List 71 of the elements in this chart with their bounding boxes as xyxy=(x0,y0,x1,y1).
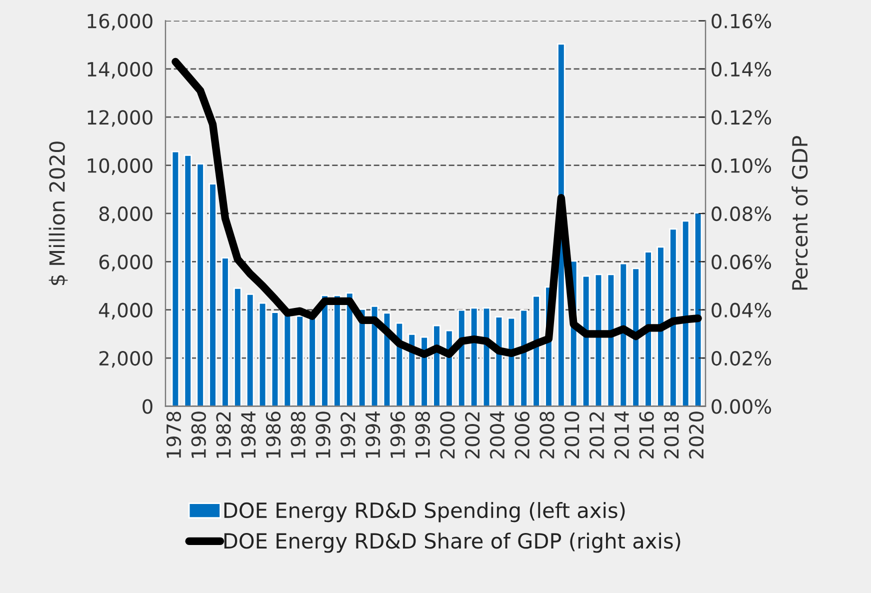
x-tick-label: 2002 xyxy=(465,412,480,458)
y2-tick-label: 0.02% xyxy=(712,350,772,366)
bar xyxy=(320,294,329,406)
bar xyxy=(208,183,217,406)
y2-tick-label: 0.16% xyxy=(712,14,772,28)
bar xyxy=(582,275,590,406)
bar xyxy=(606,274,616,406)
y-tick-label: 14,000 xyxy=(88,62,152,79)
x-tick-label: 1986 xyxy=(266,412,281,458)
bar xyxy=(171,150,180,406)
y-tick-label: 10,000 xyxy=(88,158,152,175)
bar xyxy=(184,154,192,406)
x-tick-label: 2000 xyxy=(440,412,455,458)
legend-label: DOE Energy RD&D Spending (left axis) xyxy=(224,502,625,522)
bar xyxy=(234,287,242,406)
y-tick-label: 6,000 xyxy=(99,254,152,272)
bar xyxy=(346,292,354,406)
y-axis-title: $ Million 2020 xyxy=(48,142,68,286)
bar xyxy=(296,315,304,406)
y2-tick-label: 0.12% xyxy=(712,110,772,125)
x-tick-label: 2020 xyxy=(688,412,704,458)
bar xyxy=(270,312,280,406)
x-tick-label: 2008 xyxy=(540,412,554,458)
x-tick-label: 2018 xyxy=(664,412,679,458)
bar xyxy=(669,228,678,406)
y-tick-label: 8,000 xyxy=(99,206,152,224)
y-tick-label: 4,000 xyxy=(98,302,152,320)
x-tick-label: 2006 xyxy=(514,412,530,458)
x-tick-label: 2014 xyxy=(614,411,630,458)
x-tick-label: 2004 xyxy=(490,411,505,458)
bar xyxy=(644,251,652,406)
y2-tick-label: 0.08% xyxy=(712,206,772,222)
x-tick-label: 1992 xyxy=(340,412,356,458)
bar xyxy=(520,309,528,406)
x-tick-label: 1980 xyxy=(191,412,206,458)
x-tick-label: 1978 xyxy=(166,412,182,458)
x-tick-label: 1990 xyxy=(316,412,330,458)
y2-tick-label: 0.10% xyxy=(712,158,772,173)
bar xyxy=(308,318,316,406)
bar xyxy=(619,262,628,406)
bar xyxy=(632,268,640,406)
x-tick-label: 2010 xyxy=(564,412,580,458)
legend-label: DOE Energy RD&D Share of GDP (right axis) xyxy=(224,532,680,553)
y2-tick-label: 0.06% xyxy=(712,254,772,270)
y-tick-label: 0 xyxy=(142,399,152,414)
y-tick-label: 16,000 xyxy=(88,14,152,30)
bar xyxy=(594,274,603,406)
bar xyxy=(694,212,702,406)
bar xyxy=(681,220,690,406)
bar xyxy=(246,293,254,406)
x-tick-label: 1996 xyxy=(390,412,406,458)
y2-tick-label: 0.14% xyxy=(712,62,772,77)
x-tick-label: 1984 xyxy=(241,411,256,458)
x-tick-label: 1982 xyxy=(216,412,231,458)
y2-tick-label: 0.00% xyxy=(712,399,772,414)
bar xyxy=(258,302,267,406)
bar xyxy=(221,257,230,406)
x-tick-label: 2012 xyxy=(589,412,604,458)
x-tick-label: 1994 xyxy=(365,411,380,458)
bar xyxy=(532,295,540,406)
y-tick-label: 2,000 xyxy=(99,350,152,368)
y2-axis-title: Percent of GDP xyxy=(792,136,808,290)
x-tick-label: 2016 xyxy=(639,412,654,458)
bar xyxy=(656,246,665,406)
x-tick-label: 1988 xyxy=(290,412,306,458)
bar xyxy=(196,163,204,406)
y2-tick-label: 0.04% xyxy=(712,302,772,318)
bar xyxy=(333,294,342,406)
y-tick-label: 12,000 xyxy=(88,110,152,127)
x-tick-label: 1998 xyxy=(415,412,430,458)
bar xyxy=(283,314,292,406)
